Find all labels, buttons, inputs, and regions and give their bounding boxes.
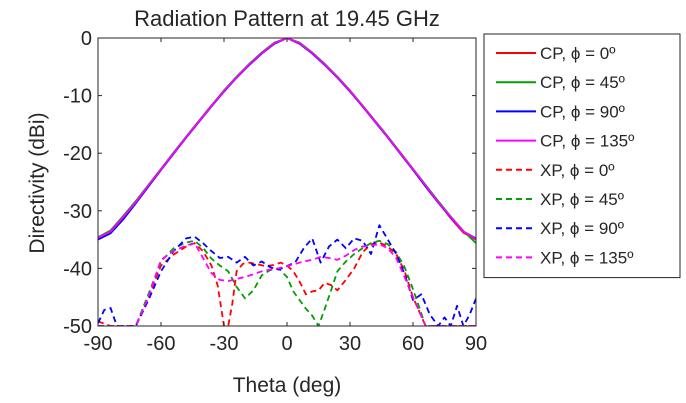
x-tick-label: -30	[210, 333, 239, 355]
legend-label-1: CP, ϕ = 45º	[540, 73, 625, 92]
y-tick-label: -40	[63, 258, 92, 280]
y-tick-label: -10	[63, 86, 92, 108]
x-tick-label: 30	[339, 333, 361, 355]
legend-label-6: XP, ϕ = 90º	[540, 219, 624, 238]
series-line-5	[98, 239, 476, 326]
legend-label-3: CP, ϕ = 135º	[540, 132, 634, 151]
plot-area: -90 -60 -30 0 30 60 90 0 -10 -20 -30 -40 -50	[63, 28, 487, 355]
y-tick-label: -50	[63, 316, 92, 338]
series-line-6	[98, 224, 476, 326]
series-group	[98, 38, 476, 326]
x-axis-label: Theta (deg)	[233, 374, 342, 397]
legend-box	[483, 33, 681, 279]
legend-label-5: XP, ϕ = 45º	[540, 190, 624, 209]
x-tick-label: 0	[281, 333, 292, 355]
y-tick-label: -20	[63, 143, 92, 165]
series-line-3	[98, 38, 476, 240]
legend-label-0: CP, ϕ = 0º	[540, 44, 615, 63]
x-tick-label: 60	[402, 333, 424, 355]
legend-label-2: CP, ϕ = 90º	[540, 102, 625, 121]
legend-label-4: XP, ϕ = 0º	[540, 161, 615, 180]
chart-title: Radiation Pattern at 19.45 GHz	[134, 6, 440, 31]
series-line-7	[98, 242, 476, 326]
x-tick-label: -60	[147, 333, 176, 355]
y-tick-label: 0	[81, 28, 92, 50]
x-tick-label: -90	[84, 333, 113, 355]
legend-label-7: XP, ϕ = 135º	[540, 248, 633, 267]
y-axis-label: Directivity (dBi)	[26, 112, 49, 253]
x-tick-label: 90	[465, 333, 487, 355]
legend: CP, ϕ = 0º CP, ϕ = 45º CP, ϕ = 90º CP, ϕ = …	[483, 33, 681, 279]
y-tick-label: -30	[63, 201, 92, 223]
